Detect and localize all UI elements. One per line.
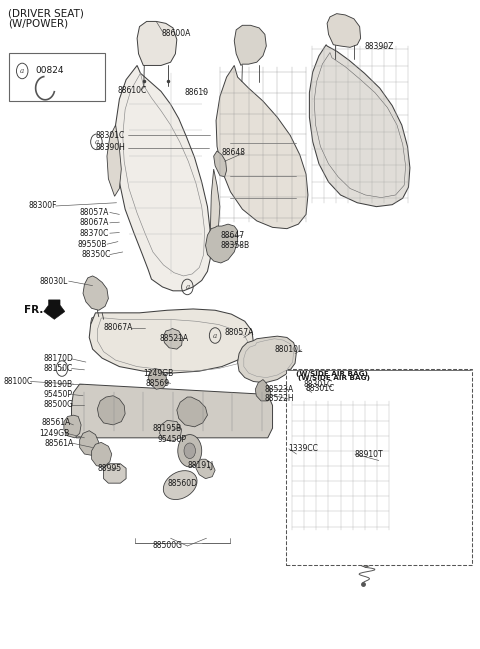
Ellipse shape [163, 471, 197, 500]
Text: a: a [60, 365, 64, 373]
Text: 88100C: 88100C [3, 377, 32, 386]
Polygon shape [234, 25, 266, 66]
Text: 00824: 00824 [36, 66, 64, 75]
Polygon shape [210, 169, 220, 240]
Text: 88648: 88648 [222, 149, 246, 158]
Text: a: a [95, 138, 98, 146]
FancyBboxPatch shape [9, 53, 105, 101]
Polygon shape [359, 535, 379, 559]
Text: 88390H: 88390H [96, 143, 125, 153]
Text: 88910T: 88910T [355, 450, 384, 459]
Text: 88521A: 88521A [159, 334, 189, 343]
Text: (W/SIDE AIR BAG): (W/SIDE AIR BAG) [297, 371, 369, 376]
Polygon shape [327, 14, 360, 47]
Text: 88995: 88995 [97, 464, 121, 472]
Text: 88057A: 88057A [225, 328, 254, 337]
Text: 88350C: 88350C [81, 250, 110, 259]
Text: a: a [185, 283, 190, 291]
Text: (DRIVER SEAT): (DRIVER SEAT) [8, 8, 84, 18]
Text: a: a [20, 67, 24, 75]
Polygon shape [310, 45, 410, 206]
Text: 88010L: 88010L [275, 345, 303, 354]
Text: 88301C: 88301C [96, 131, 125, 140]
Text: 95450P: 95450P [157, 435, 187, 444]
Polygon shape [44, 300, 65, 319]
Circle shape [184, 443, 195, 459]
Polygon shape [159, 421, 181, 441]
Text: 88191J: 88191J [187, 461, 214, 470]
Text: 88569: 88569 [145, 379, 169, 388]
Polygon shape [107, 125, 121, 196]
Text: 88560D: 88560D [167, 479, 197, 487]
Text: 88561A: 88561A [45, 439, 74, 448]
Text: 88500G: 88500G [44, 400, 74, 410]
Polygon shape [97, 396, 125, 425]
Text: 88067A: 88067A [104, 323, 133, 332]
Polygon shape [359, 552, 373, 567]
Polygon shape [89, 309, 253, 373]
Text: (W/POWER): (W/POWER) [8, 19, 69, 29]
Text: 88522H: 88522H [265, 395, 295, 404]
Text: 95450P: 95450P [44, 390, 73, 399]
Text: 88195B: 88195B [153, 424, 182, 433]
Polygon shape [92, 443, 112, 467]
Polygon shape [177, 397, 207, 427]
Text: 88647: 88647 [221, 230, 245, 239]
Polygon shape [214, 151, 227, 177]
Polygon shape [104, 464, 126, 483]
Circle shape [178, 435, 202, 467]
Polygon shape [64, 415, 81, 438]
Text: 89550B: 89550B [77, 239, 107, 249]
Text: 1249GB: 1249GB [39, 429, 69, 438]
Polygon shape [72, 384, 273, 438]
Polygon shape [205, 224, 238, 263]
Text: 88610C: 88610C [118, 86, 147, 95]
Text: 88030L: 88030L [40, 276, 68, 286]
Text: (W/SIDE AIR BAG): (W/SIDE AIR BAG) [299, 374, 371, 380]
Text: 88370C: 88370C [80, 228, 109, 238]
Text: 88390Z: 88390Z [364, 42, 394, 51]
Polygon shape [83, 276, 108, 310]
Text: 88523A: 88523A [265, 385, 294, 394]
Text: 88067A: 88067A [80, 218, 109, 227]
Text: 1249GB: 1249GB [144, 369, 174, 378]
Text: 88300F: 88300F [28, 201, 57, 210]
Text: 88500G: 88500G [153, 541, 183, 550]
Text: 88610: 88610 [185, 88, 209, 97]
Polygon shape [137, 21, 177, 66]
Polygon shape [148, 369, 167, 389]
Text: a: a [213, 332, 217, 339]
Polygon shape [80, 431, 99, 456]
Polygon shape [238, 336, 297, 383]
Text: 88600A: 88600A [161, 29, 191, 38]
Text: 88057A: 88057A [80, 208, 109, 217]
Text: 88561A: 88561A [41, 419, 71, 428]
Text: 88301C: 88301C [306, 384, 335, 393]
Text: 1339CC: 1339CC [288, 445, 318, 454]
Polygon shape [255, 380, 271, 401]
Polygon shape [196, 459, 215, 478]
Text: 88358B: 88358B [221, 241, 250, 250]
Text: 88150C: 88150C [44, 364, 73, 373]
FancyBboxPatch shape [286, 369, 472, 565]
Polygon shape [288, 399, 392, 537]
Text: 88170D: 88170D [44, 354, 73, 363]
Text: 88301C: 88301C [303, 380, 333, 389]
Text: FR.: FR. [24, 304, 43, 315]
Polygon shape [91, 315, 106, 331]
Polygon shape [116, 66, 210, 291]
Polygon shape [163, 328, 182, 349]
Polygon shape [216, 66, 308, 228]
Text: 88190B: 88190B [44, 380, 73, 389]
